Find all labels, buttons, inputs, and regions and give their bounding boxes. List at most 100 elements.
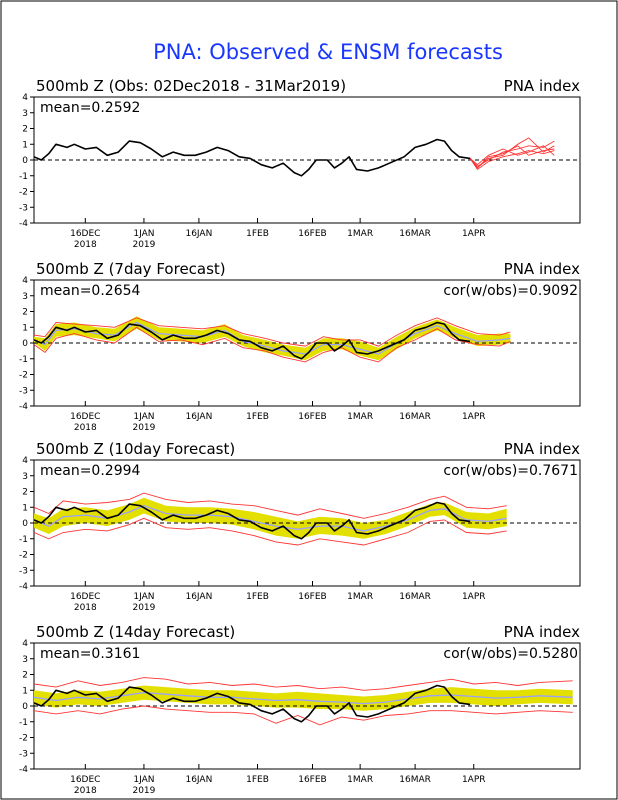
y-tick-label: 3 (22, 472, 28, 482)
ensemble-spread-band (34, 685, 573, 711)
panel-title: 500mb Z (14day Forecast) (36, 623, 235, 641)
y-tick-label: 2 (22, 308, 28, 318)
ensemble-member-line (469, 145, 555, 169)
chart-panel: 500mb Z (Obs: 02Dec2018 - 31Mar2019) PNA … (19, 77, 581, 250)
x-tick-label: 16DEC (70, 412, 100, 422)
x-tick-label: 1APR (462, 412, 486, 422)
y-tick-label: -2 (19, 188, 28, 198)
x-tick-label: 16JAN (185, 229, 212, 239)
panel-right-label: PNA index (504, 260, 580, 278)
y-tick-label: 3 (22, 292, 28, 302)
ensemble-mean-line (33, 321, 511, 355)
y-tick-label: 0 (22, 702, 28, 712)
x-tick-label: 16FEB (298, 229, 327, 239)
x-tick-label: 1APR (462, 592, 486, 602)
ensemble-spread-band (34, 316, 511, 361)
x-tick-label: 1MAR (347, 592, 373, 602)
x-tick-label: 16JAN (185, 775, 212, 785)
correlation-annotation: cor(w/obs)=0.5280 (443, 646, 578, 662)
mean-annotation: mean=0.3161 (40, 646, 140, 662)
y-tick-label: 4 (22, 639, 28, 649)
x-tick-year-label: 2018 (74, 786, 97, 796)
y-tick-label: -1 (19, 718, 28, 728)
y-tick-label: -1 (19, 172, 28, 182)
y-tick-label: 2 (22, 671, 28, 681)
ensemble-member-line (33, 492, 507, 519)
y-tick-label: 3 (22, 109, 28, 119)
mean-annotation: mean=0.2994 (40, 463, 141, 479)
panel-right-label: PNA index (504, 623, 580, 641)
mean-annotation: mean=0.2592 (40, 100, 140, 116)
x-tick-label: 1FEB (246, 592, 269, 602)
x-tick-label: 16MAR (399, 592, 431, 602)
y-tick-label: 1 (22, 686, 28, 696)
x-tick-label: 16JAN (185, 412, 212, 422)
x-tick-label: 1APR (462, 775, 486, 785)
x-tick-label: 16DEC (70, 229, 100, 239)
y-tick-label: -4 (19, 765, 28, 775)
y-tick-label: 1 (22, 503, 28, 513)
x-tick-label: 1FEB (246, 229, 269, 239)
x-tick-label: 16DEC (70, 775, 100, 785)
observed-line (33, 501, 471, 540)
x-tick-label: 16FEB (298, 775, 327, 785)
chart-panel: 500mb Z (14day Forecast) PNA index 4 3 2 1 0 -1… (19, 623, 581, 796)
x-tick-label: 1JAN (133, 592, 154, 602)
x-tick-label: 16MAR (399, 412, 431, 422)
observed-line (33, 684, 471, 723)
x-tick-label: 16MAR (399, 775, 431, 785)
panel-title: 500mb Z (10day Forecast) (36, 440, 235, 458)
panel-right-label: PNA index (504, 77, 580, 95)
y-tick-label: 4 (22, 93, 28, 103)
x-tick-year-label: 2019 (132, 603, 155, 613)
mean-annotation: mean=0.2654 (40, 283, 141, 299)
correlation-annotation: cor(w/obs)=0.9092 (443, 283, 578, 299)
y-tick-label: 4 (22, 456, 28, 466)
x-tick-label: 16MAR (399, 229, 431, 239)
panel-right-label: PNA index (504, 440, 580, 458)
y-tick-label: -4 (19, 219, 28, 229)
y-tick-label: 4 (22, 276, 28, 286)
x-tick-year-label: 2018 (74, 240, 97, 250)
x-tick-year-label: 2018 (74, 603, 97, 613)
chart-panel: 500mb Z (7day Forecast) PNA index 4 3 2 1 0 -1 -… (19, 260, 581, 433)
x-tick-label: 1APR (462, 229, 486, 239)
x-tick-label: 1MAR (347, 229, 373, 239)
y-tick-label: -3 (19, 203, 28, 213)
page-title: PNA: Observed & ENSM forecasts (153, 40, 503, 64)
x-tick-label: 1JAN (133, 775, 154, 785)
y-tick-label: 3 (22, 655, 28, 665)
correlation-annotation: cor(w/obs)=0.7671 (443, 463, 578, 479)
y-tick-label: 1 (22, 323, 28, 333)
x-tick-label: 16FEB (298, 592, 327, 602)
y-tick-label: 0 (22, 339, 28, 349)
y-tick-label: -3 (19, 386, 28, 396)
chart-panel: 500mb Z (10day Forecast) PNA index 4 3 2 1 0 -1… (19, 440, 581, 613)
y-tick-label: -3 (19, 749, 28, 759)
y-tick-label: 0 (22, 156, 28, 166)
y-tick-label: -4 (19, 582, 28, 592)
y-tick-label: -2 (19, 551, 28, 561)
x-tick-label: 1JAN (133, 229, 154, 239)
panel-title: 500mb Z (7day Forecast) (36, 260, 226, 278)
ensemble-mean-line (33, 505, 507, 532)
x-tick-label: 1FEB (246, 412, 269, 422)
ensemble-member-line (469, 150, 555, 171)
x-tick-label: 1FEB (246, 775, 269, 785)
ensemble-member-line (33, 517, 507, 546)
x-tick-year-label: 2019 (132, 786, 155, 796)
y-tick-label: -2 (19, 734, 28, 744)
y-tick-label: 1 (22, 140, 28, 150)
x-tick-label: 16DEC (70, 592, 100, 602)
y-tick-label: -4 (19, 402, 28, 412)
ensemble-member-line (469, 145, 555, 166)
y-tick-label: 2 (22, 125, 28, 135)
y-tick-label: -2 (19, 371, 28, 381)
x-tick-year-label: 2018 (74, 423, 97, 433)
ensemble-member-line (33, 705, 573, 726)
x-tick-label: 1MAR (347, 412, 373, 422)
ensemble-member-line (33, 326, 511, 363)
x-tick-label: 16JAN (185, 592, 212, 602)
observed-line (33, 138, 471, 177)
